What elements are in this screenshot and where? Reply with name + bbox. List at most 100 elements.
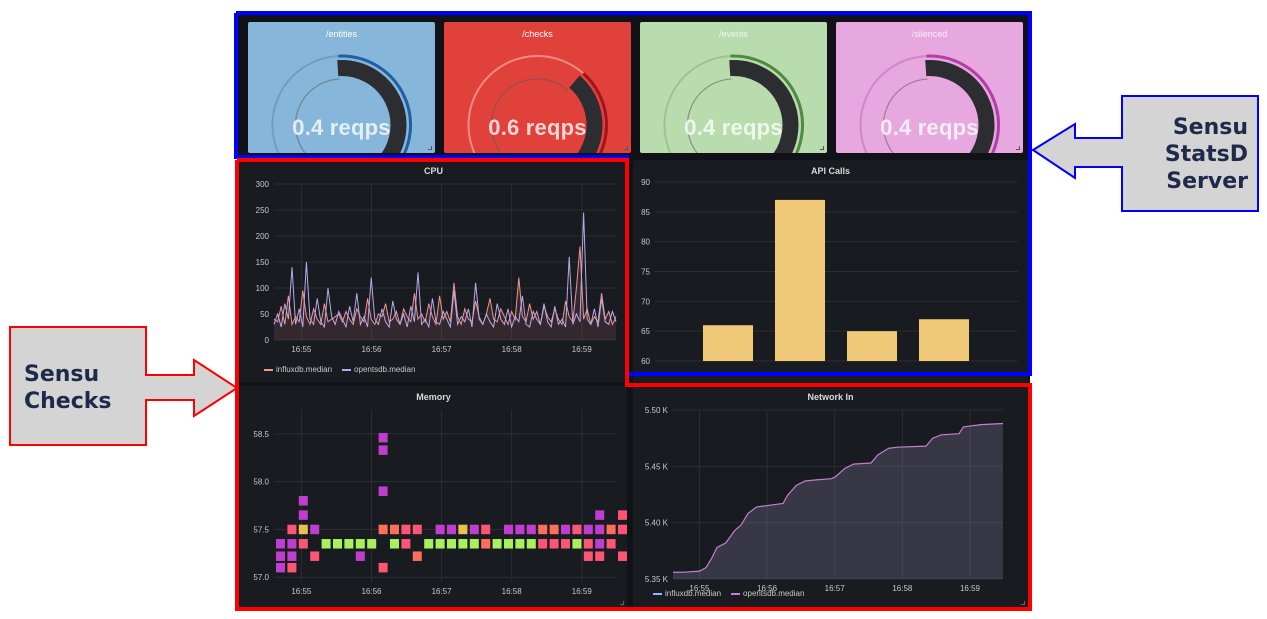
heatmap-cell	[549, 539, 559, 549]
y-tick-label: 58.5	[253, 430, 269, 439]
resize-handle[interactable]	[620, 601, 624, 605]
checks-callout-line: Sensu	[24, 362, 100, 387]
x-tick-label: 16:55	[291, 587, 312, 596]
gauge-panel[interactable]: /checks 0.6 reqps	[444, 22, 631, 153]
gauge-panel[interactable]: /events 0.4 reqps	[640, 22, 827, 153]
api-calls-panel[interactable]: API Calls 60 65 70 75 80 85 90	[633, 160, 1028, 382]
heatmap-cell	[481, 539, 491, 549]
heatmap-cell	[344, 539, 354, 549]
heatmap-cell	[378, 445, 388, 455]
heatmap-cell	[618, 524, 627, 535]
heatmap-cell	[276, 539, 285, 549]
heatmap-cell	[412, 551, 422, 561]
cpu-legend-influxdb[interactable]: influxdb.median	[264, 365, 332, 374]
heatmap-cell	[378, 524, 388, 535]
network-legend-influxdb[interactable]: influxdb.median	[653, 589, 721, 598]
y-tick-label: 60	[641, 357, 650, 366]
resize-handle[interactable]	[624, 146, 628, 150]
y-tick-label: 250	[256, 206, 270, 215]
y-tick-label: 75	[641, 268, 650, 277]
heatmap-cell	[595, 510, 605, 520]
heatmap-cell	[447, 539, 456, 549]
heatmap-cell	[355, 539, 365, 549]
cpu-panel-title: CPU	[423, 166, 443, 176]
heatmap-cell	[469, 524, 479, 535]
heatmap-cell	[583, 539, 593, 549]
memory-panel[interactable]: Memory 57.0 57.5 58.0 58.5 16:55 16:56 16:57 16…	[240, 386, 627, 608]
bar	[919, 319, 969, 361]
heatmap-cell	[595, 539, 605, 549]
statsd-callout-text: Sensu StatsD Server	[1128, 114, 1248, 195]
cpu-legend: influxdb.median opentsdb.median	[264, 365, 415, 374]
heatmap-cell	[287, 524, 297, 535]
heatmap-cell	[435, 539, 445, 549]
y-tick-label: 5.40 K	[645, 519, 669, 528]
heatmap-cell	[549, 524, 559, 535]
resize-handle[interactable]	[428, 146, 432, 150]
heatmap-cell	[435, 524, 445, 535]
heatmap-cell	[606, 524, 616, 535]
api-calls-chart: 60 65 70 75 80 85 90	[641, 178, 1018, 366]
y-tick-label: 85	[641, 208, 650, 217]
heatmap-cell	[458, 539, 468, 549]
y-tick-label: 300	[256, 180, 270, 189]
gauge-value: 0.4 reqps	[684, 115, 783, 140]
heatmap-cell	[367, 539, 377, 549]
resize-handle[interactable]	[1021, 601, 1025, 605]
cpu-panel[interactable]: CPU 0 50 100 150 200 250 300 16:55 16:56 16:57 16:…	[240, 160, 627, 382]
heatmap-cell	[515, 539, 525, 549]
y-tick-label: 5.45 K	[645, 462, 669, 471]
heatmap-cell	[469, 539, 479, 549]
memory-chart: 57.0 57.5 58.0 58.5 16:55 16:56 16:57 16:58 16:5…	[253, 410, 627, 596]
heatmap-cell	[310, 551, 320, 561]
x-tick-label: 16:58	[892, 584, 913, 593]
network-legend-opentsdb[interactable]: opentsdb.median	[731, 589, 804, 598]
heatmap-cell	[412, 524, 422, 535]
bar	[847, 331, 897, 361]
heatmap-cell	[333, 539, 342, 549]
resize-handle[interactable]	[820, 146, 824, 150]
heatmap-cell	[595, 524, 605, 535]
network-in-panel[interactable]: Network In 5.35 K 5.40 K 5.45 K 5.50 K 16:55…	[633, 386, 1028, 608]
heatmap-cell	[401, 539, 411, 549]
y-tick-label: 100	[256, 284, 270, 293]
heatmap-cell	[287, 551, 297, 561]
network-legend-influxdb-label: influxdb.median	[665, 589, 722, 598]
y-tick-label: 57.5	[253, 525, 269, 534]
heatmap-cell	[458, 524, 468, 535]
heatmap-cell	[298, 510, 308, 520]
checks-callout-line: Checks	[24, 389, 112, 414]
x-tick-label: 16:57	[432, 345, 453, 354]
y-tick-label: 5.50 K	[645, 406, 669, 415]
heatmap-cell	[561, 539, 570, 549]
heatmap-cell	[583, 551, 593, 561]
heatmap-cell	[526, 524, 536, 535]
x-tick-label: 16:56	[361, 587, 382, 596]
heatmap-cell	[515, 524, 525, 535]
api-calls-panel-title: API Calls	[810, 166, 850, 176]
heatmap-cell	[378, 486, 388, 496]
y-tick-label: 0	[265, 336, 270, 345]
heatmap-cell	[618, 510, 627, 520]
x-tick-label: 16:55	[291, 345, 312, 354]
cpu-legend-opentsdb[interactable]: opentsdb.median	[342, 365, 415, 374]
heatmap-cell	[390, 539, 399, 549]
y-tick-label: 65	[641, 327, 650, 336]
y-tick-label: 150	[256, 258, 270, 267]
y-tick-label: 58.0	[253, 478, 269, 487]
gauge-panel[interactable]: /entities 0.4 reqps	[248, 22, 435, 153]
resize-handle[interactable]	[1016, 146, 1020, 150]
heatmap-cell	[390, 524, 399, 535]
x-tick-label: 16:59	[572, 587, 593, 596]
y-tick-label: 90	[641, 178, 650, 187]
heatmap-cell	[276, 562, 285, 573]
network-in-chart: 5.35 K5.40 K5.45 K5.50 K16:55 16:56 16:57 1…	[645, 406, 1004, 593]
heatmap-cell	[538, 539, 548, 549]
x-tick-label: 16:58	[502, 345, 523, 354]
bar	[703, 325, 753, 361]
heatmap-cell	[583, 524, 593, 535]
heatmap-cell	[355, 551, 365, 561]
heatmap-cell	[378, 562, 388, 573]
gauge-panel[interactable]: /silenced 0.4 reqps	[836, 22, 1023, 153]
